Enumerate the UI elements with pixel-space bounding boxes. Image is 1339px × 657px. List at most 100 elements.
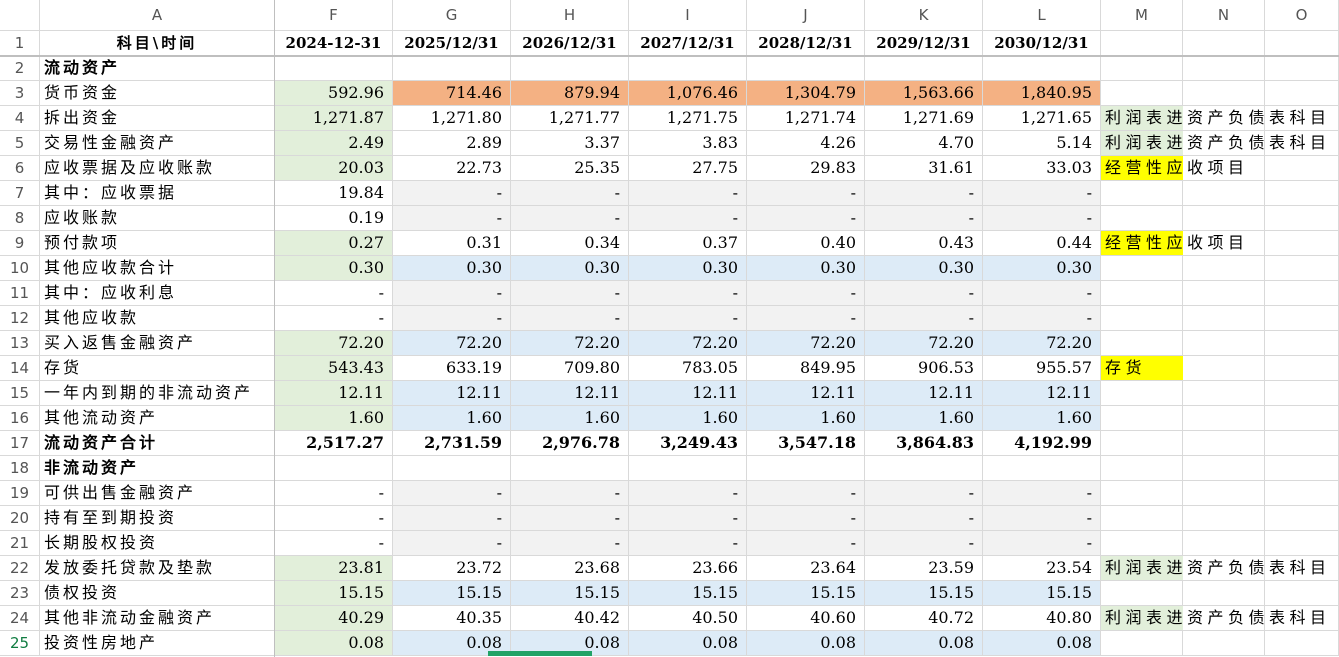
- value-cell: 31.61: [865, 156, 983, 181]
- value-cell: 12.11: [865, 381, 983, 406]
- value-cell: 40.80: [983, 606, 1101, 631]
- row-header[interactable]: 25: [0, 631, 40, 656]
- freeze-line: [274, 0, 275, 657]
- row-label: 流动资产合计: [40, 431, 275, 456]
- value-cell: 1,271.75: [629, 106, 747, 131]
- cell: [1101, 506, 1183, 531]
- header-cell: 2026/12/31: [511, 31, 629, 56]
- value-cell: 1,271.80: [393, 106, 511, 131]
- value-cell: 1.60: [865, 406, 983, 431]
- note: 经营性应收项目: [1105, 233, 1249, 252]
- column-header[interactable]: H: [511, 0, 629, 31]
- column-header[interactable]: A: [40, 0, 275, 31]
- value-cell: 15.15: [393, 581, 511, 606]
- row-header[interactable]: 23: [0, 581, 40, 606]
- cell: [1101, 356, 1183, 381]
- value-cell: 23.81: [275, 556, 393, 581]
- value-cell: 3,249.43: [629, 431, 747, 456]
- row-header[interactable]: 13: [0, 331, 40, 356]
- row-header[interactable]: 2: [0, 56, 40, 81]
- column-header[interactable]: N: [1183, 0, 1265, 31]
- column-header[interactable]: O: [1265, 0, 1339, 31]
- value-cell: -: [511, 306, 629, 331]
- value-cell: 15.15: [983, 581, 1101, 606]
- cell: [1265, 156, 1339, 181]
- note: 存货: [1105, 358, 1147, 377]
- row-label: 发放委托贷款及垫款: [40, 556, 275, 581]
- cell: [1265, 181, 1339, 206]
- value-cell: -: [865, 506, 983, 531]
- row-header[interactable]: 15: [0, 381, 40, 406]
- value-cell: 2.89: [393, 131, 511, 156]
- header-cell: 2027/12/31: [629, 31, 747, 56]
- row-header[interactable]: 11: [0, 281, 40, 306]
- column-header[interactable]: M: [1101, 0, 1183, 31]
- value-cell: 783.05: [629, 356, 747, 381]
- cell: [1265, 581, 1339, 606]
- value-cell: 19.84: [275, 181, 393, 206]
- value-cell: 2,731.59: [393, 431, 511, 456]
- value-cell: 12.11: [629, 381, 747, 406]
- cell: [393, 56, 511, 81]
- cell: [393, 456, 511, 481]
- row-header[interactable]: 8: [0, 206, 40, 231]
- value-cell: 4.26: [747, 131, 865, 156]
- row-header[interactable]: 10: [0, 256, 40, 281]
- row-header[interactable]: 20: [0, 506, 40, 531]
- cell: [1101, 631, 1183, 656]
- cell: [1101, 206, 1183, 231]
- row-header[interactable]: 19: [0, 481, 40, 506]
- row-header[interactable]: 21: [0, 531, 40, 556]
- column-header[interactable]: K: [865, 0, 983, 31]
- cell: [1265, 556, 1339, 581]
- column-header[interactable]: F: [275, 0, 393, 31]
- row-header[interactable]: 14: [0, 356, 40, 381]
- cell: [1101, 381, 1183, 406]
- row-header[interactable]: 1: [0, 31, 40, 56]
- row-header[interactable]: 3: [0, 81, 40, 106]
- value-cell: 0.30: [275, 256, 393, 281]
- value-cell: 20.03: [275, 156, 393, 181]
- row-header[interactable]: 12: [0, 306, 40, 331]
- row-header[interactable]: 18: [0, 456, 40, 481]
- row-header[interactable]: 22: [0, 556, 40, 581]
- header-cell: 2029/12/31: [865, 31, 983, 56]
- row-header[interactable]: 5: [0, 131, 40, 156]
- value-cell: -: [275, 281, 393, 306]
- row-header[interactable]: 6: [0, 156, 40, 181]
- cell: [1183, 456, 1265, 481]
- row-header[interactable]: 9: [0, 231, 40, 256]
- row-header[interactable]: 4: [0, 106, 40, 131]
- value-cell: 1.60: [275, 406, 393, 431]
- cell: [1101, 456, 1183, 481]
- value-cell: 0.37: [629, 231, 747, 256]
- value-cell: -: [747, 506, 865, 531]
- column-header[interactable]: I: [629, 0, 747, 31]
- header-cell: 2028/12/31: [747, 31, 865, 56]
- row-header[interactable]: 17: [0, 431, 40, 456]
- value-cell: 0.30: [747, 256, 865, 281]
- value-cell: 633.19: [393, 356, 511, 381]
- column-header[interactable]: G: [393, 0, 511, 31]
- value-cell: 849.95: [747, 356, 865, 381]
- column-header[interactable]: J: [747, 0, 865, 31]
- cell: [1265, 331, 1339, 356]
- column-header[interactable]: L: [983, 0, 1101, 31]
- cell: [1183, 181, 1265, 206]
- value-cell: -: [983, 181, 1101, 206]
- value-cell: 0.40: [747, 231, 865, 256]
- row-header[interactable]: 7: [0, 181, 40, 206]
- row-header[interactable]: 24: [0, 606, 40, 631]
- value-cell: -: [393, 181, 511, 206]
- value-cell: 72.20: [983, 331, 1101, 356]
- cell: [1101, 231, 1183, 256]
- row-label: 其他应收款合计: [40, 256, 275, 281]
- value-cell: 40.50: [629, 606, 747, 631]
- cell: [1183, 31, 1265, 56]
- value-cell: 15.15: [865, 581, 983, 606]
- header-cell: 2030/12/31: [983, 31, 1101, 56]
- value-cell: 72.20: [393, 331, 511, 356]
- value-cell: 29.83: [747, 156, 865, 181]
- row-header[interactable]: 16: [0, 406, 40, 431]
